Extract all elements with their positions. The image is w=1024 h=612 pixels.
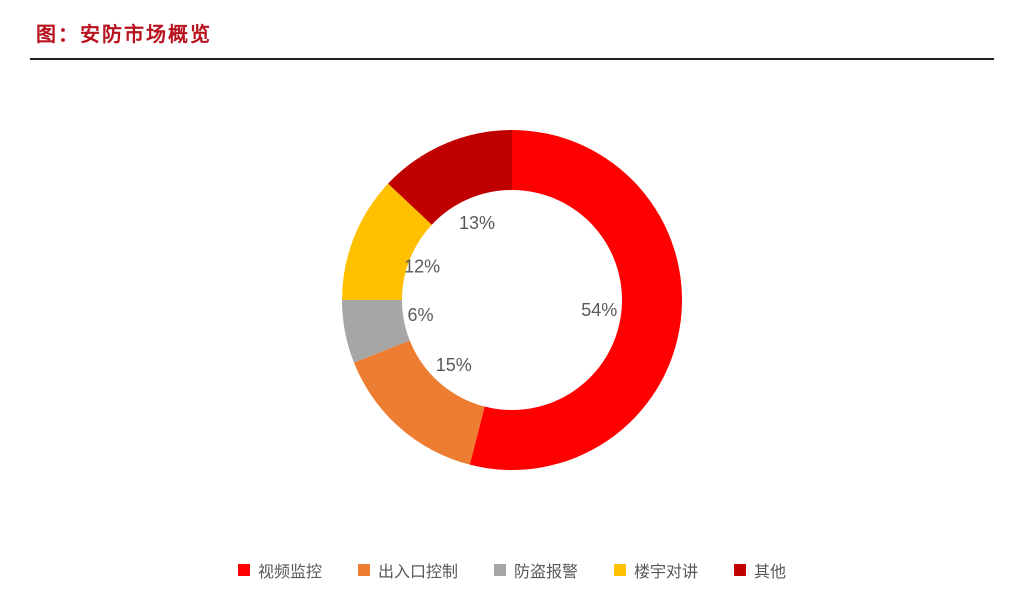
legend-label-4: 其他	[754, 558, 786, 582]
slice-label-3: 12%	[404, 256, 440, 276]
legend-swatch-1	[358, 564, 370, 576]
legend-item-4: 其他	[734, 558, 786, 582]
legend-item-3: 楼宇对讲	[614, 558, 698, 582]
slice-label-0: 54%	[581, 300, 617, 320]
donut-svg: 54% 15% 6% 12% 13%	[252, 80, 772, 520]
legend-swatch-3	[614, 564, 626, 576]
legend-swatch-2	[494, 564, 506, 576]
legend-label-0: 视频监控	[258, 558, 322, 582]
legend-item-2: 防盗报警	[494, 558, 578, 582]
legend-label-1: 出入口控制	[378, 558, 458, 582]
donut-chart: 54% 15% 6% 12% 13%	[0, 80, 1024, 522]
legend-label-2: 防盗报警	[514, 558, 578, 582]
legend-item-0: 视频监控	[238, 558, 322, 582]
legend-item-1: 出入口控制	[358, 558, 458, 582]
legend-label-3: 楼宇对讲	[634, 558, 698, 582]
figure-title: 图：安防市场概览	[36, 18, 212, 47]
slice-label-2: 6%	[408, 305, 434, 325]
legend-swatch-4	[734, 564, 746, 576]
legend-swatch-0	[238, 564, 250, 576]
legend: 视频监控 出入口控制 防盗报警 楼宇对讲 其他	[0, 558, 1024, 582]
slice-label-1: 15%	[436, 355, 472, 375]
slice-label-4: 13%	[459, 213, 495, 233]
figure-container: 图：安防市场概览 54% 15% 6% 12% 13% 视频监控 出入口控制 防盗报警 楼宇对…	[0, 0, 1024, 612]
title-divider	[30, 58, 994, 60]
